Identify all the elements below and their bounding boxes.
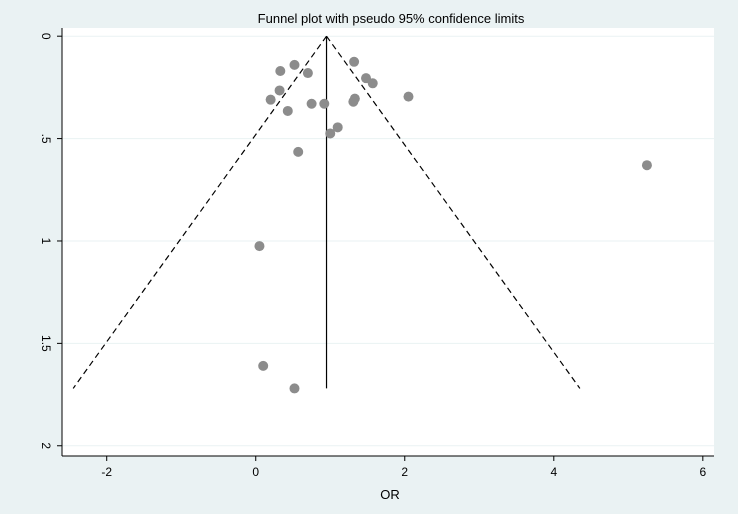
data-point-13 (282, 105, 293, 116)
data-point-1 (275, 66, 286, 77)
y-tick-label: 0 (39, 33, 53, 40)
chart-title: Funnel plot with pseudo 95% confidence l… (258, 11, 525, 26)
data-point-12 (319, 98, 330, 109)
x-tick-label: 4 (550, 465, 557, 479)
y-tick-label: 1 (39, 238, 53, 245)
y-tick-label: 1.5 (39, 335, 53, 352)
data-point-20 (289, 383, 300, 394)
data-point-5 (367, 78, 378, 89)
data-point-14 (332, 122, 343, 133)
data-point-6 (274, 85, 285, 96)
y-tick-label: .5 (39, 134, 53, 144)
funnel-left-limit (72, 35, 328, 389)
x-tick-label: 6 (699, 465, 706, 479)
x-tick-label: 2 (401, 465, 408, 479)
data-point-11 (306, 98, 317, 109)
funnel-right-limit (326, 35, 581, 389)
gridlines (62, 35, 714, 447)
data-point-10 (348, 96, 359, 107)
data-point-19 (258, 360, 269, 371)
data-point-7 (265, 94, 276, 105)
data-point-2 (302, 68, 313, 79)
data-point-3 (349, 56, 360, 67)
plot-area (62, 28, 714, 456)
data-points (254, 56, 652, 394)
data-point-16 (293, 146, 304, 157)
x-tick-label: -2 (101, 465, 112, 479)
data-point-17 (641, 160, 652, 171)
x-axis-title: OR (380, 487, 400, 502)
data-point-0 (289, 59, 300, 70)
data-point-18 (254, 241, 265, 252)
x-tick-label: 0 (252, 465, 259, 479)
y-tick-label: 2 (39, 442, 53, 449)
data-point-15 (325, 128, 336, 139)
data-point-8 (403, 91, 414, 102)
axes: -2 0 2 4 6 0 .5 1 1.5 2 (39, 28, 714, 479)
funnel-lines (72, 35, 581, 389)
